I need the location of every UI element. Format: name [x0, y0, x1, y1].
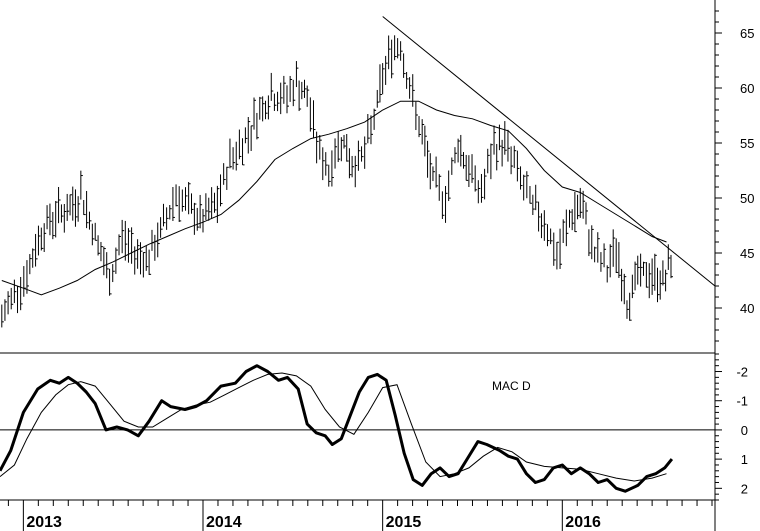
price-axis: 40 45 50 55 60 65: [715, 10, 754, 342]
moving-average-line: [1, 100, 667, 296]
macd-tick-label: 1: [741, 452, 748, 467]
macd-tick-label: -2: [736, 365, 748, 380]
year-label: 2014: [206, 514, 242, 531]
price-tick-label: 40: [740, 301, 754, 316]
macd-tick-label: -1: [736, 394, 748, 409]
price-tick-label: 50: [740, 191, 754, 206]
macd-axis: 2 1 0 -1 -2: [715, 353, 748, 501]
macd-tick-label: 0: [741, 423, 748, 438]
indicator-label: MAC D: [492, 379, 531, 393]
price-bars: [1, 35, 673, 328]
price-tick-label: 60: [740, 81, 754, 96]
macd-panel: [0, 364, 715, 493]
year-label: 2015: [386, 514, 422, 531]
macd-line: [0, 364, 674, 493]
price-tick-label: 45: [740, 246, 754, 261]
macd-tick-label: 2: [741, 481, 748, 496]
year-label: 2013: [26, 514, 62, 531]
x-axis: 2013 2014 2015 2016: [7, 500, 713, 531]
downtrend-line: [382, 16, 716, 287]
price-panel: [1, 16, 716, 328]
year-label: 2016: [565, 514, 601, 531]
price-tick-label: 65: [740, 26, 754, 41]
macd-signal-line: [0, 372, 667, 482]
price-tick-label: 55: [740, 136, 754, 151]
